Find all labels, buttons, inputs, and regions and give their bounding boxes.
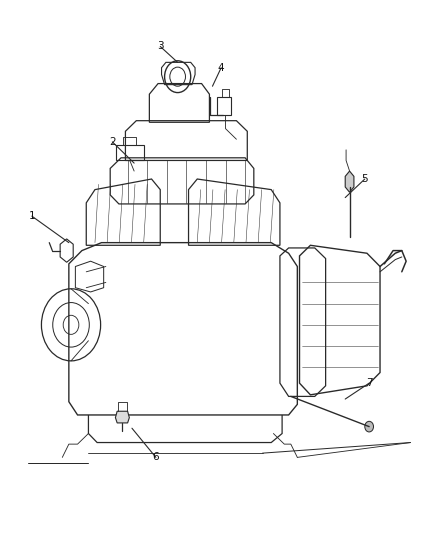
Polygon shape [116,411,129,423]
Circle shape [365,421,374,432]
Polygon shape [345,171,354,192]
Text: 2: 2 [109,137,116,147]
Text: 5: 5 [361,174,368,184]
Text: 6: 6 [152,453,159,463]
Text: 1: 1 [28,211,35,221]
Text: 7: 7 [366,378,372,388]
Text: 3: 3 [157,42,163,52]
Text: 4: 4 [218,63,225,72]
